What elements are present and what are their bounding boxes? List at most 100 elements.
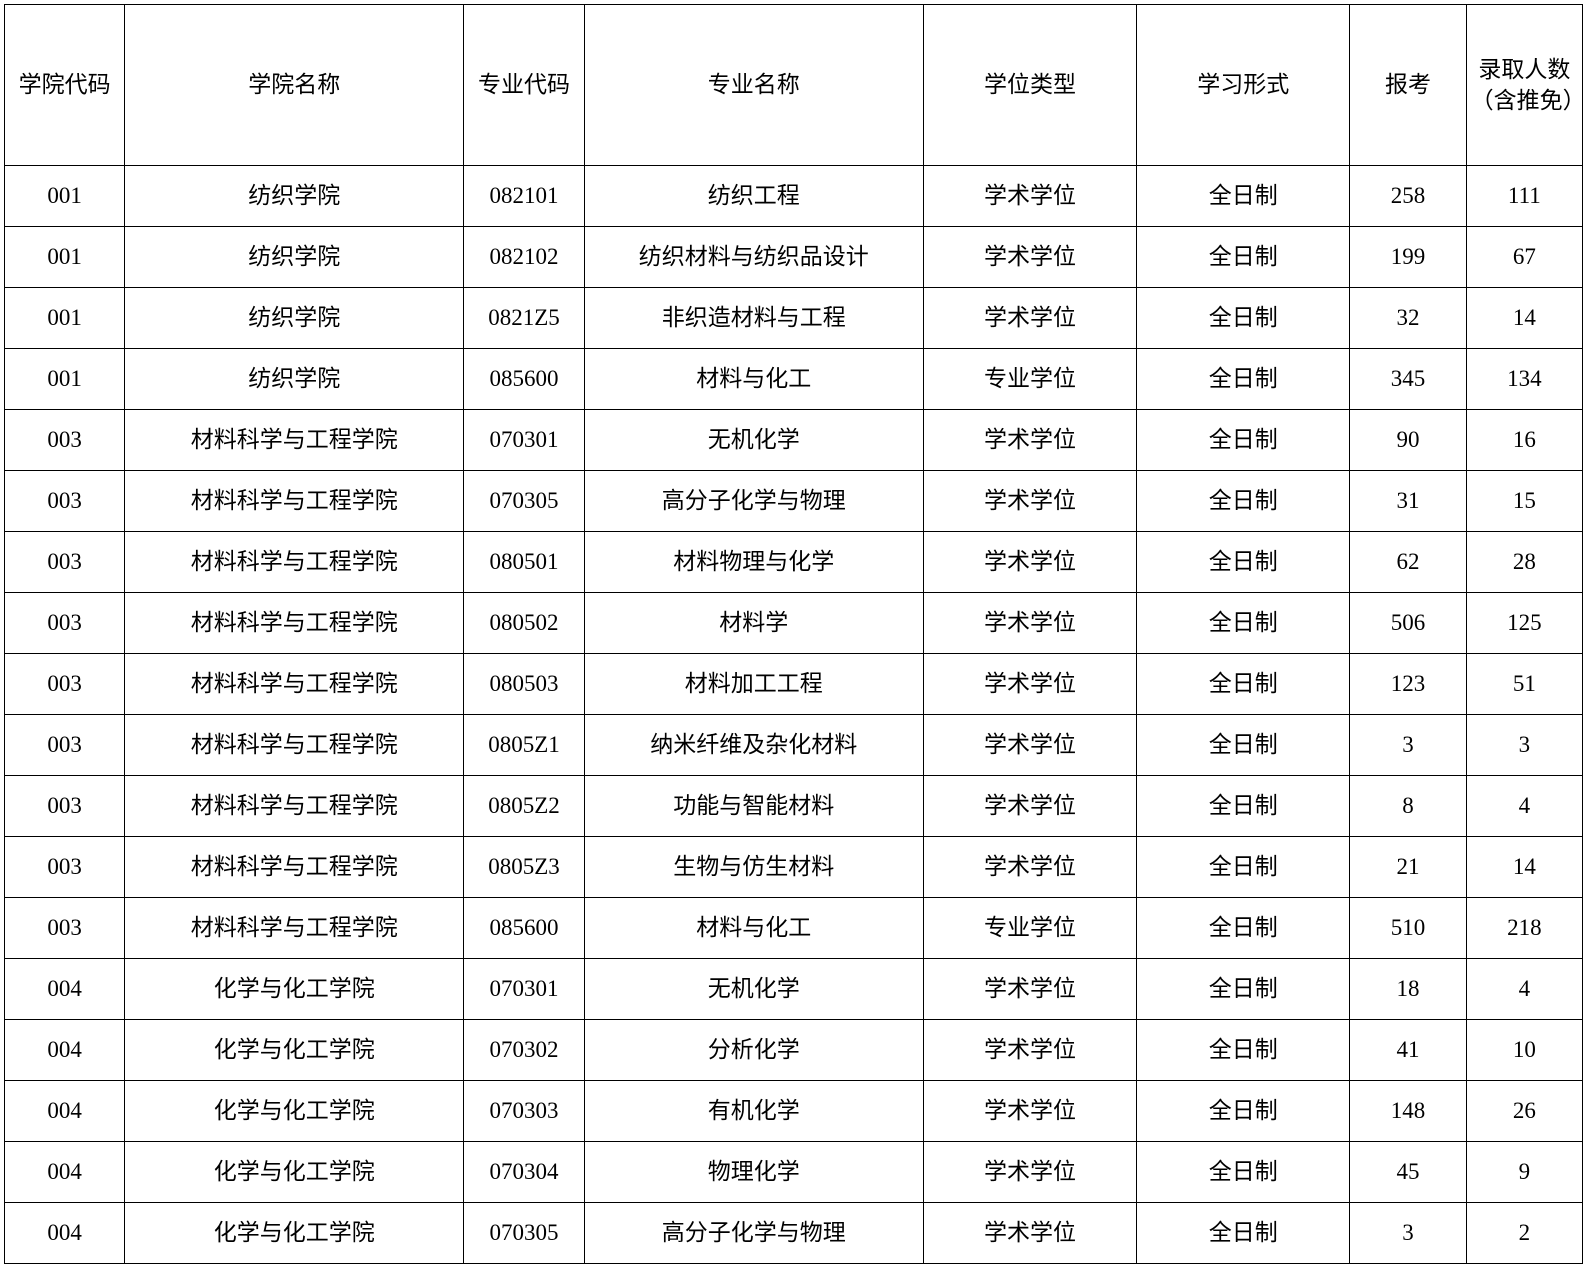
cell-major-name: 纺织材料与纺织品设计 [584, 227, 923, 288]
cell-applicants: 506 [1350, 593, 1466, 654]
cell-college-code: 004 [5, 959, 125, 1020]
cell-major-name: 有机化学 [584, 1081, 923, 1142]
cell-college-code: 003 [5, 776, 125, 837]
cell-major-code: 070301 [464, 410, 584, 471]
cell-admitted: 15 [1466, 471, 1582, 532]
cell-major-code: 082101 [464, 166, 584, 227]
table-row: 003材料科学与工程学院0805Z2功能与智能材料学术学位全日制84 [5, 776, 1583, 837]
cell-college-name: 化学与化工学院 [125, 1020, 464, 1081]
cell-college-code: 004 [5, 1142, 125, 1203]
cell-college-name: 纺织学院 [125, 166, 464, 227]
cell-degree-type: 专业学位 [923, 898, 1136, 959]
cell-college-code: 001 [5, 227, 125, 288]
cell-admitted: 111 [1466, 166, 1582, 227]
cell-college-code: 003 [5, 410, 125, 471]
cell-degree-type: 学术学位 [923, 1142, 1136, 1203]
cell-study-mode: 全日制 [1137, 837, 1350, 898]
cell-college-code: 003 [5, 898, 125, 959]
cell-admitted: 125 [1466, 593, 1582, 654]
table-body: 001纺织学院082101纺织工程学术学位全日制258111001纺织学院082… [5, 166, 1583, 1264]
admissions-table: 学院代码 学院名称 专业代码 专业名称 学位类型 学习形式 报考 录取人数（含推… [4, 4, 1583, 1264]
cell-major-code: 080502 [464, 593, 584, 654]
cell-applicants: 62 [1350, 532, 1466, 593]
cell-major-code: 085600 [464, 349, 584, 410]
table-header-row: 学院代码 学院名称 专业代码 专业名称 学位类型 学习形式 报考 录取人数（含推… [5, 5, 1583, 166]
cell-college-name: 材料科学与工程学院 [125, 715, 464, 776]
cell-college-name: 材料科学与工程学院 [125, 593, 464, 654]
cell-major-code: 0821Z5 [464, 288, 584, 349]
table-row: 003材料科学与工程学院080503材料加工工程学术学位全日制12351 [5, 654, 1583, 715]
cell-degree-type: 学术学位 [923, 227, 1136, 288]
table-row: 004化学与化工学院070303有机化学学术学位全日制14826 [5, 1081, 1583, 1142]
cell-study-mode: 全日制 [1137, 1081, 1350, 1142]
table-row: 003材料科学与工程学院0805Z3生物与仿生材料学术学位全日制2114 [5, 837, 1583, 898]
col-degree-type: 学位类型 [923, 5, 1136, 166]
cell-college-name: 化学与化工学院 [125, 1142, 464, 1203]
cell-study-mode: 全日制 [1137, 471, 1350, 532]
table-row: 001纺织学院085600材料与化工专业学位全日制345134 [5, 349, 1583, 410]
cell-degree-type: 学术学位 [923, 166, 1136, 227]
cell-major-name: 非织造材料与工程 [584, 288, 923, 349]
cell-college-code: 003 [5, 837, 125, 898]
cell-applicants: 148 [1350, 1081, 1466, 1142]
col-college-code: 学院代码 [5, 5, 125, 166]
cell-major-code: 070301 [464, 959, 584, 1020]
cell-degree-type: 学术学位 [923, 715, 1136, 776]
cell-college-code: 003 [5, 532, 125, 593]
cell-major-name: 无机化学 [584, 410, 923, 471]
cell-applicants: 199 [1350, 227, 1466, 288]
cell-applicants: 258 [1350, 166, 1466, 227]
cell-admitted: 134 [1466, 349, 1582, 410]
cell-major-name: 纳米纤维及杂化材料 [584, 715, 923, 776]
cell-college-code: 003 [5, 654, 125, 715]
cell-study-mode: 全日制 [1137, 959, 1350, 1020]
cell-college-name: 材料科学与工程学院 [125, 532, 464, 593]
table-row: 004化学与化工学院070304物理化学学术学位全日制459 [5, 1142, 1583, 1203]
cell-major-name: 材料与化工 [584, 898, 923, 959]
cell-college-code: 004 [5, 1203, 125, 1264]
cell-college-name: 纺织学院 [125, 227, 464, 288]
cell-college-code: 001 [5, 166, 125, 227]
cell-college-name: 材料科学与工程学院 [125, 898, 464, 959]
cell-major-code: 080501 [464, 532, 584, 593]
cell-study-mode: 全日制 [1137, 654, 1350, 715]
cell-college-code: 003 [5, 593, 125, 654]
cell-major-code: 070305 [464, 471, 584, 532]
cell-college-name: 化学与化工学院 [125, 1081, 464, 1142]
cell-admitted: 9 [1466, 1142, 1582, 1203]
cell-study-mode: 全日制 [1137, 410, 1350, 471]
cell-major-name: 材料学 [584, 593, 923, 654]
cell-major-code: 0805Z2 [464, 776, 584, 837]
cell-admitted: 218 [1466, 898, 1582, 959]
table-row: 004化学与化工学院070305高分子化学与物理学术学位全日制32 [5, 1203, 1583, 1264]
cell-admitted: 2 [1466, 1203, 1582, 1264]
cell-admitted: 16 [1466, 410, 1582, 471]
cell-admitted: 4 [1466, 776, 1582, 837]
cell-admitted: 67 [1466, 227, 1582, 288]
cell-major-name: 物理化学 [584, 1142, 923, 1203]
cell-study-mode: 全日制 [1137, 1020, 1350, 1081]
cell-applicants: 41 [1350, 1020, 1466, 1081]
cell-major-code: 080503 [464, 654, 584, 715]
cell-college-name: 化学与化工学院 [125, 1203, 464, 1264]
cell-study-mode: 全日制 [1137, 898, 1350, 959]
col-major-code: 专业代码 [464, 5, 584, 166]
col-college-name: 学院名称 [125, 5, 464, 166]
col-admitted: 录取人数（含推免） [1466, 5, 1582, 166]
cell-major-code: 070305 [464, 1203, 584, 1264]
cell-major-code: 070304 [464, 1142, 584, 1203]
cell-degree-type: 学术学位 [923, 288, 1136, 349]
table-row: 003材料科学与工程学院070305高分子化学与物理学术学位全日制3115 [5, 471, 1583, 532]
cell-applicants: 510 [1350, 898, 1466, 959]
cell-major-name: 分析化学 [584, 1020, 923, 1081]
cell-major-code: 085600 [464, 898, 584, 959]
cell-major-name: 材料物理与化学 [584, 532, 923, 593]
cell-study-mode: 全日制 [1137, 1203, 1350, 1264]
cell-applicants: 3 [1350, 1203, 1466, 1264]
table-row: 001纺织学院082101纺织工程学术学位全日制258111 [5, 166, 1583, 227]
table-row: 003材料科学与工程学院070301无机化学学术学位全日制9016 [5, 410, 1583, 471]
cell-major-name: 高分子化学与物理 [584, 471, 923, 532]
cell-degree-type: 学术学位 [923, 776, 1136, 837]
cell-college-code: 001 [5, 349, 125, 410]
cell-applicants: 18 [1350, 959, 1466, 1020]
